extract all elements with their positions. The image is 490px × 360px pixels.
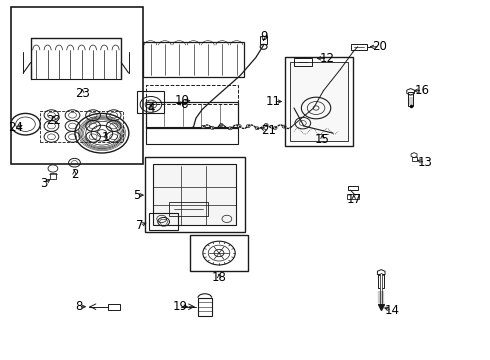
Bar: [153, 164, 236, 225]
Bar: [145, 157, 245, 232]
Bar: [149, 213, 178, 230]
Text: 14: 14: [385, 304, 399, 317]
Bar: [378, 274, 384, 288]
Bar: [314, 130, 331, 138]
Text: 16: 16: [415, 84, 430, 97]
Bar: [290, 62, 348, 141]
Text: 4: 4: [147, 102, 155, 115]
Text: 5: 5: [133, 189, 141, 202]
Bar: [137, 91, 164, 113]
Text: 11: 11: [266, 95, 281, 108]
Bar: [347, 194, 359, 199]
Circle shape: [210, 126, 214, 129]
Text: 23: 23: [75, 87, 90, 100]
Text: 22: 22: [47, 114, 61, 127]
Circle shape: [282, 125, 286, 128]
Bar: [108, 304, 120, 310]
Circle shape: [220, 123, 223, 126]
Text: 24: 24: [8, 121, 23, 134]
Text: 13: 13: [418, 156, 433, 169]
Circle shape: [273, 126, 277, 129]
Bar: [408, 92, 413, 106]
Bar: [11, 7, 143, 164]
Bar: [198, 298, 212, 316]
Bar: [50, 173, 56, 179]
Text: 7: 7: [136, 219, 144, 232]
Text: 21: 21: [261, 124, 276, 137]
Text: 1: 1: [102, 131, 110, 144]
Bar: [351, 44, 367, 50]
Bar: [348, 186, 358, 190]
Bar: [190, 235, 248, 271]
Bar: [318, 126, 327, 130]
Circle shape: [255, 127, 259, 130]
Text: 19: 19: [173, 300, 188, 313]
Bar: [260, 36, 267, 44]
Bar: [40, 111, 122, 142]
Text: 17: 17: [346, 193, 361, 206]
Text: 8: 8: [75, 300, 83, 313]
Bar: [294, 58, 312, 66]
Text: 6: 6: [180, 98, 188, 111]
Bar: [146, 102, 238, 128]
Circle shape: [228, 127, 232, 130]
Text: 10: 10: [175, 94, 190, 107]
Text: 2: 2: [71, 168, 78, 181]
Bar: [169, 202, 208, 216]
Circle shape: [237, 125, 241, 127]
Bar: [146, 85, 238, 104]
Circle shape: [201, 125, 205, 128]
Text: 3: 3: [40, 177, 48, 190]
Bar: [285, 57, 353, 146]
Text: 18: 18: [212, 271, 226, 284]
Bar: [144, 42, 244, 77]
Circle shape: [246, 125, 250, 127]
Bar: [146, 127, 238, 144]
Text: 12: 12: [320, 52, 335, 65]
Text: 15: 15: [315, 133, 330, 146]
Bar: [412, 157, 416, 161]
Circle shape: [264, 123, 268, 126]
Text: 20: 20: [372, 40, 387, 53]
Text: 9: 9: [260, 30, 268, 43]
